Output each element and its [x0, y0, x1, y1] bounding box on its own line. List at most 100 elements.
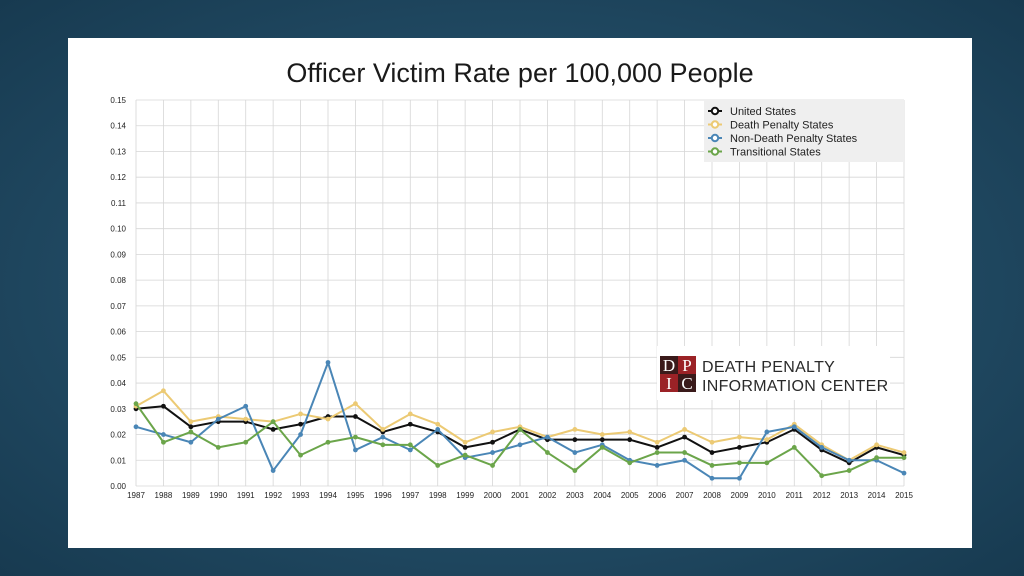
- data-point: [791, 445, 797, 450]
- data-point: [270, 468, 276, 473]
- y-tick-label: 0.15: [110, 96, 126, 105]
- data-point: [325, 439, 331, 445]
- data-point: [572, 450, 578, 455]
- line-chart: Officer Victim Rate per 100,000 People 0…: [110, 58, 913, 500]
- y-tick-label: 0.10: [110, 225, 126, 234]
- x-tick-label: 2007: [676, 491, 694, 500]
- data-point: [462, 439, 468, 445]
- data-point: [243, 416, 249, 422]
- data-point: [435, 421, 441, 427]
- data-point: [737, 434, 742, 440]
- data-point: [737, 460, 742, 466]
- data-point: [380, 442, 386, 448]
- data-point: [791, 424, 797, 430]
- data-point: [325, 360, 331, 365]
- legend-label: Death Penalty States: [730, 120, 834, 132]
- x-tick-label: 2001: [511, 491, 529, 500]
- data-point: [133, 401, 139, 407]
- y-tick-label: 0.09: [110, 250, 126, 259]
- data-point: [490, 450, 495, 455]
- x-tick-label: 2012: [813, 491, 831, 500]
- series-death-penalty-states: [133, 388, 907, 463]
- data-point: [846, 468, 852, 473]
- data-point: [435, 426, 441, 432]
- data-point: [846, 457, 852, 463]
- data-point: [161, 403, 166, 409]
- data-point: [682, 457, 687, 463]
- x-tick-label: 2004: [593, 491, 611, 500]
- data-point: [545, 450, 550, 455]
- legend-swatch-marker: [710, 106, 720, 116]
- y-tick-label: 0.14: [110, 122, 126, 131]
- data-point: [490, 463, 495, 468]
- x-tick-label: 1999: [456, 491, 474, 500]
- series-transitional-states: [133, 401, 907, 479]
- data-point: [298, 452, 303, 458]
- data-point: [133, 424, 139, 430]
- data-point: [215, 416, 221, 422]
- data-point: [270, 426, 276, 432]
- data-point: [627, 437, 633, 443]
- y-axis-ticks: 0.00 0.01 0.02 0.03 0.04 0.05 0.06 0.07 0.08 0.09…: [110, 96, 126, 491]
- data-point: [188, 429, 194, 435]
- slide-card: Officer Victim Rate per 100,000 People 0…: [68, 38, 972, 548]
- data-point: [901, 450, 907, 455]
- legend: United States Death Penalty StatesNon-Dea…: [704, 100, 904, 162]
- logo-box-d: [660, 356, 678, 374]
- data-point: [407, 411, 413, 417]
- data-point: [709, 463, 715, 468]
- data-point: [764, 429, 770, 435]
- data-point: [682, 434, 687, 440]
- y-tick-label: 0.07: [110, 302, 126, 311]
- data-point: [380, 434, 386, 440]
- logo-box-p: [678, 356, 696, 374]
- data-point: [161, 388, 166, 394]
- data-point: [380, 426, 386, 432]
- data-point: [188, 419, 194, 425]
- data-point: [682, 450, 687, 455]
- data-point: [298, 432, 303, 437]
- logo-box-i: [660, 374, 678, 392]
- x-tick-label: 1997: [401, 491, 419, 500]
- x-tick-label: 2015: [895, 491, 913, 500]
- data-point: [599, 445, 605, 450]
- logo-letter-d: D: [663, 356, 675, 375]
- data-point: [654, 463, 660, 468]
- data-point: [490, 429, 495, 435]
- data-point: [215, 445, 221, 450]
- logo-line-1: DEATH PENALTY: [702, 359, 835, 376]
- data-point: [188, 424, 194, 430]
- x-tick-label: 2002: [539, 491, 557, 500]
- y-tick-label: 0.05: [110, 353, 126, 362]
- x-tick-label: 1998: [429, 491, 447, 500]
- data-point: [599, 437, 605, 443]
- x-tick-label: 2009: [731, 491, 749, 500]
- y-tick-label: 0.08: [110, 276, 126, 285]
- data-point: [517, 442, 523, 448]
- y-tick-label: 0.02: [110, 431, 126, 440]
- data-point: [353, 414, 358, 419]
- x-tick-label: 1990: [209, 491, 227, 500]
- legend-swatch-marker: [710, 147, 720, 156]
- data-point: [874, 455, 879, 461]
- chart-title: Officer Victim Rate per 100,000 People: [286, 58, 753, 88]
- data-point: [545, 434, 550, 440]
- data-point: [270, 419, 276, 425]
- data-point: [819, 445, 825, 450]
- data-point: [764, 437, 770, 443]
- data-point: [709, 475, 715, 481]
- logo-letter-c: C: [681, 374, 692, 393]
- logo-box-c: [678, 374, 696, 392]
- y-tick-label: 0.04: [110, 379, 126, 388]
- data-point: [654, 445, 660, 450]
- x-tick-label: 1992: [264, 491, 282, 500]
- legend-label: United States: [730, 106, 797, 118]
- x-tick-label: 2005: [621, 491, 639, 500]
- logo-line-2: INFORMATION CENTER: [702, 378, 888, 395]
- x-axis-ticks: 1987 1988 1989 1990 1991 1992 1993 1994 1995 1996…: [127, 491, 913, 500]
- x-tick-label: 1987: [127, 491, 145, 500]
- y-tick-label: 0.11: [111, 199, 127, 208]
- data-point: [901, 455, 907, 461]
- data-point: [709, 450, 715, 455]
- data-point: [572, 426, 578, 432]
